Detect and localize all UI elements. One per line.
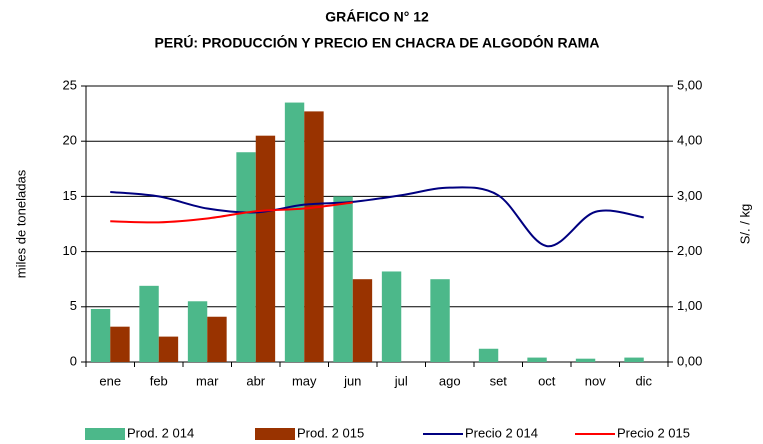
legend-label: Precio 2 014 [465,425,538,440]
y2-tick-label: 3,00 [677,188,702,203]
bar [575,358,596,362]
bar [381,271,402,362]
bar [236,152,256,362]
legend-label: Prod. 2 014 [127,425,194,440]
x-tick-label: set [490,373,508,388]
bar [478,348,499,362]
bar [187,301,208,362]
bar [352,279,373,362]
y2-tick-label: 4,00 [677,133,702,148]
bar [624,357,644,362]
y2-axis-label: S/. / kg [737,204,752,244]
bar [139,285,159,362]
x-tick-label: jun [343,373,361,388]
y2-tick-label: 1,00 [677,298,702,313]
bar [158,336,179,362]
x-tick-label: ene [99,373,121,388]
x-tick-label: abr [246,373,265,388]
y-tick-label: 0 [70,353,77,368]
bar [110,326,130,362]
x-tick-label: ago [439,373,461,388]
chart-title: GRÁFICO N° 12 [325,9,429,25]
bar [255,135,276,362]
bar [527,357,547,362]
y-tick-label: 15 [63,188,77,203]
legend-label: Precio 2 015 [617,425,690,440]
bar [430,279,450,362]
x-tick-label: feb [150,373,168,388]
bar [90,309,111,362]
x-tick-label: jul [394,373,408,388]
x-tick-label: oct [538,373,556,388]
y-axis-label: miles de toneladas [13,169,28,278]
x-tick-label: may [292,373,317,388]
y2-tick-label: 2,00 [677,243,702,258]
y2-tick-label: 5,00 [677,77,702,92]
bar [207,316,227,362]
chart-subtitle: PERÚ: PRODUCCIÓN Y PRECIO EN CHACRA DE A… [155,34,600,51]
bar [304,111,324,362]
bar [284,102,305,362]
x-tick-label: dic [635,373,652,388]
y-tick-label: 5 [70,298,77,313]
line [110,201,353,224]
x-tick-label: nov [585,373,606,388]
x-tick-label: mar [196,373,219,388]
y-tick-label: 25 [63,77,77,92]
line [110,186,644,248]
y-tick-label: 10 [63,243,77,258]
legend-label: Prod. 2 015 [297,425,364,440]
bar [333,196,353,362]
y-tick-label: 20 [63,133,77,148]
y2-tick-label: 0,00 [677,353,702,368]
legend-swatch [255,428,295,440]
legend-swatch [85,428,125,440]
